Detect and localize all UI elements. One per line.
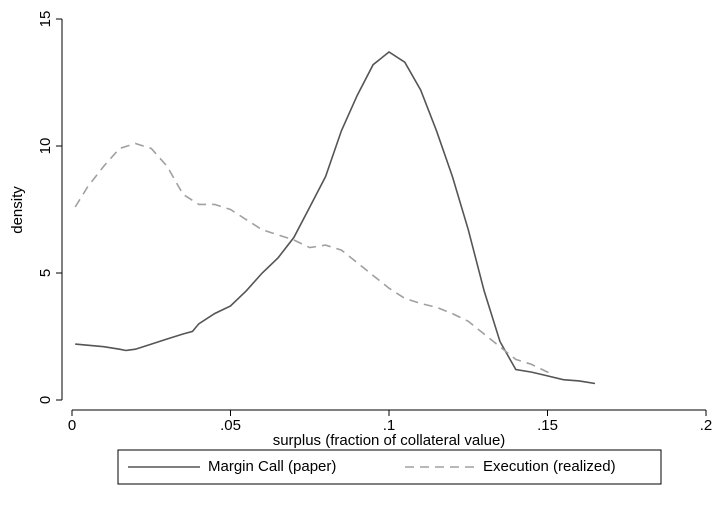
- x-tick-label: 0: [68, 417, 76, 434]
- legend-label: Execution (realized): [483, 458, 616, 475]
- line-series: [74, 142, 555, 376]
- x-tick-label: .2: [700, 417, 713, 434]
- y-tick-label: 10: [37, 138, 54, 155]
- legend: [117, 449, 662, 485]
- x-tick-label: .15: [537, 417, 558, 434]
- y-axis-title: density: [9, 186, 26, 234]
- legend-label: Margin Call (paper): [208, 458, 336, 475]
- x-tick-label: .1: [383, 417, 396, 434]
- y-tick-label: 5: [37, 269, 54, 277]
- x-axis-title: surplus (fraction of collateral value): [273, 432, 506, 449]
- x-tick-label: .05: [220, 417, 241, 434]
- y-tick-label: 0: [37, 396, 54, 404]
- y-tick-label: 15: [37, 11, 54, 28]
